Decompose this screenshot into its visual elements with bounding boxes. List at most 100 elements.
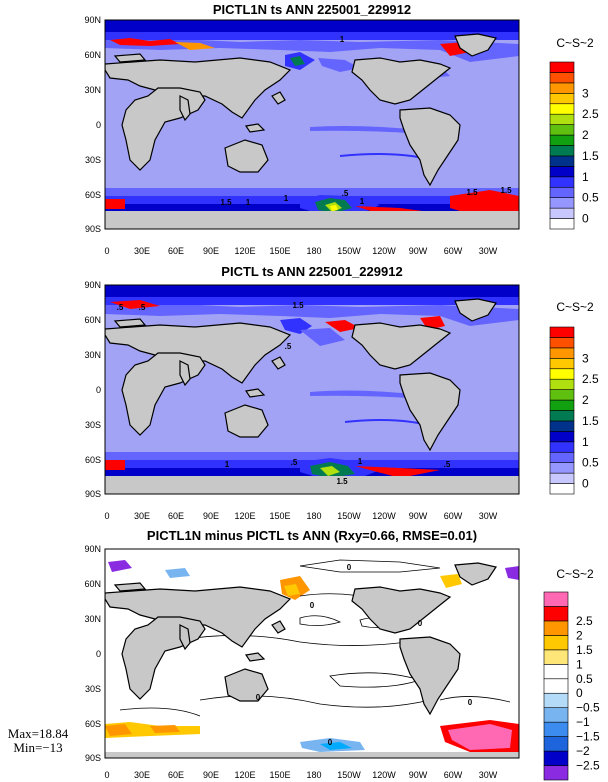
panel-3-xtick-11: 30W [479,770,498,780]
colorbar-swatch [549,441,575,453]
panel-3-ytick-4: 30S [85,684,101,694]
colorbar-swatch [549,218,575,230]
colorbar-label: 2.5 [582,107,599,121]
colorbar-swatch [549,93,575,105]
colorbar-swatch [549,472,575,484]
panel-1-xtick-10: 60W [444,246,463,256]
colorbar-label: −0.5 [576,701,600,715]
colorbar-swatch [549,72,575,84]
panel-2-xtick-8: 120W [372,511,396,521]
colorbar-swatch [543,678,569,694]
colorbar-swatch [549,124,575,136]
colorbar-swatch [543,664,569,680]
panel-1-colorbar-units: C~S~2 [556,36,594,50]
colorbar-swatch [549,155,575,167]
colorbar-label: 0.5 [582,456,599,470]
panel-3-ytick-2: 30N [84,614,101,624]
panel-2-xtick-3: 90E [203,511,219,521]
panel-2-xtick-4: 120E [234,511,255,521]
panel-3-map [105,549,519,758]
colorbar-swatch [543,635,569,651]
colorbar-swatch [549,186,575,198]
colorbar-swatch [549,326,575,338]
colorbar-swatch [543,692,569,708]
colorbar-label: 1.5 [576,643,593,657]
panel-2-colorbar-units: C~S~2 [556,300,594,314]
panel-2-clabel-1: .5 [139,303,146,312]
panel-1-xtick-6: 180 [306,246,321,256]
panel-1-xtick-1: 30E [134,246,150,256]
panel-3-colorbar-units: C~S~2 [556,567,594,581]
colorbar-swatch [549,207,575,219]
panel-2-colorbar: 0 0.5 1 1.5 2 2.5 3 [549,326,599,495]
panel-2-xtick-0: 0 [104,511,109,521]
panel-3-ytick-6: 90S [85,753,101,763]
panel-1-xtick-8: 120W [372,246,396,256]
panel-1-clabel-5: 1.5 [466,188,478,197]
panel-1-xtick-5: 150E [269,246,290,256]
panel-2-xtick-5: 150E [269,511,290,521]
panel-2-clabel-4: 1 [225,460,230,469]
colorbar-swatch [549,358,575,370]
colorbar-label: 1.5 [582,414,599,428]
colorbar-swatch [549,347,575,359]
colorbar-swatch [549,103,575,115]
panel-1-clabel-6: 1 [360,197,365,206]
colorbar-swatch [549,145,575,157]
panel-2-ytick-0: 90N [84,280,101,290]
panel-1-ytick-5: 60S [85,190,101,200]
panel-1-clabel-2: 1 [246,198,251,207]
panel-2-xtick-9: 90W [409,511,428,521]
panel-1-clabel-3: 1.5 [500,186,512,195]
panel-1-map [105,20,519,229]
colorbar-swatch [549,399,575,411]
colorbar-swatch [543,721,569,737]
panel-3-xtick-6: 180 [306,770,321,780]
colorbar-swatch [543,591,569,607]
panel-2-ytick-1: 60N [84,315,101,325]
colorbar-swatch [549,368,575,380]
colorbar-label: 2.5 [582,372,599,386]
colorbar-label: 2.5 [576,614,593,628]
colorbar-swatch [549,113,575,125]
panel-2-frame [104,284,520,495]
colorbar-swatch [543,649,569,665]
panel-2-clabel-6: 1 [358,457,363,466]
colorbar-swatch [543,750,569,766]
panel-2-ytick-6: 90S [85,489,101,499]
panel-2-ytick-4: 30S [85,420,101,430]
panel-1-contour-labels: 1 1 1 1.5 .5 1.5 1 1.5 [220,35,512,207]
panel-3-clabel-4: 0 [418,619,423,628]
panel-1-xtick-3: 90E [203,246,219,256]
panel-2-ytick-5: 60S [85,455,101,465]
colorbar-swatch [549,431,575,443]
panel-3-xtick-2: 60E [168,770,184,780]
colorbar-swatch [549,166,575,178]
panel-1-ytick-4: 30S [85,155,101,165]
colorbar-swatch [543,736,569,752]
panel-3-xtick-1: 30E [134,770,150,780]
colorbar-label: 0 [582,212,589,226]
panel-1-xtick-9: 90W [409,246,428,256]
panel-2: PICTL ts ANN 225001_229912 [84,264,599,521]
panel-1-ytick-0: 90N [84,15,101,25]
panel-1-clabel-4: .5 [342,189,349,198]
panel-1-xtick-0: 0 [104,246,109,256]
panel-1-y-ticks: 90N 60N 30N 0 30S 60S 90S [84,15,101,234]
panel-1-ytick-6: 90S [85,224,101,234]
panel-2-x-ticks: 0 30E 60E 90E 120E 150E 180 150W 120W 90… [104,511,497,521]
colorbar-label: −2.5 [576,759,600,773]
colorbar-label: 0.5 [576,672,593,686]
colorbar-label: 2 [582,393,589,407]
colorbar-label: 1 [576,657,583,671]
colorbar-swatch [549,420,575,432]
panel-3-xtick-4: 120E [234,770,255,780]
panel-2-clabel-2: 1.5 [292,301,304,310]
colorbar-swatch [549,389,575,401]
panel-2-xtick-10: 60W [444,511,463,521]
panel-3-x-ticks: 0 30E 60E 90E 120E 150E 180 150W 120W 90… [104,770,497,780]
panel-2-y-ticks: 90N 60N 30N 0 30S 60S 90S [84,280,101,499]
panel-3-xtick-5: 150E [269,770,290,780]
colorbar-swatch [549,451,575,463]
colorbar-label: −2 [576,744,590,758]
